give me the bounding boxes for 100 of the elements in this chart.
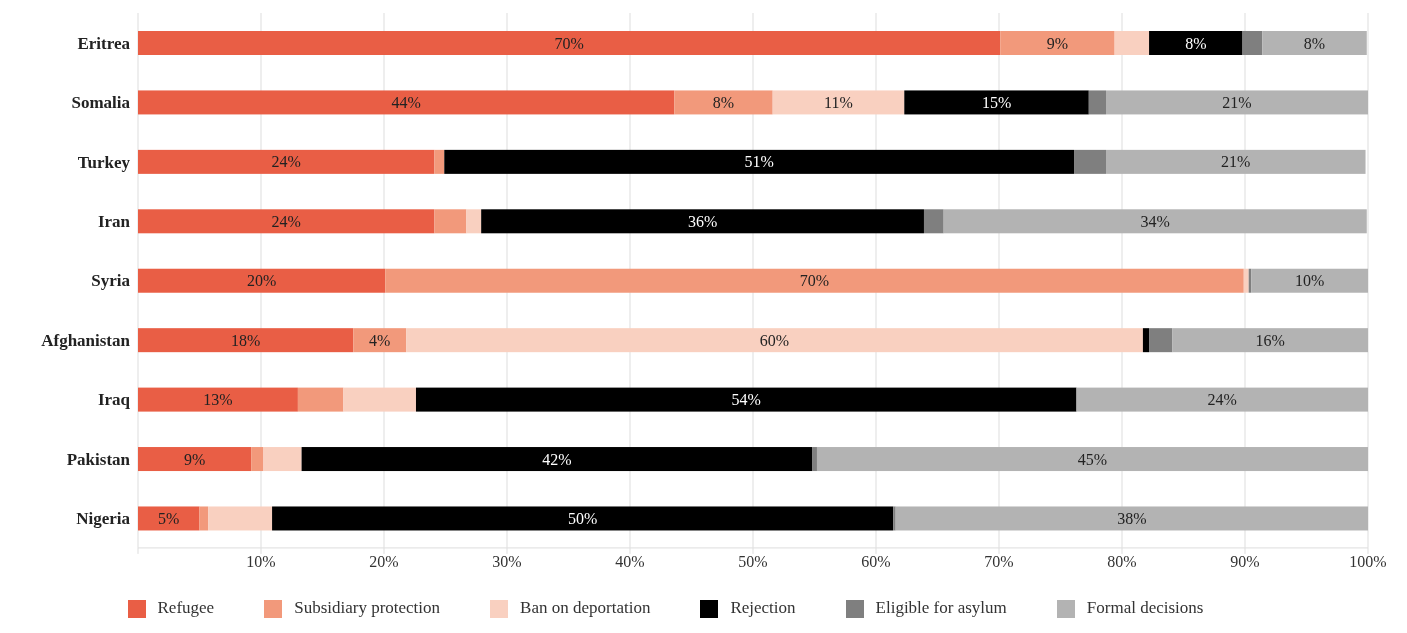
data-label: 21% <box>1221 153 1251 171</box>
bar <box>263 447 302 472</box>
bar <box>272 506 894 531</box>
x-tick-label: 30% <box>492 553 522 571</box>
bar <box>816 447 1368 472</box>
bar <box>1106 149 1366 174</box>
bar <box>1242 31 1263 55</box>
bar <box>444 149 1075 174</box>
data-label: 9% <box>1046 34 1069 52</box>
y-tick-label: Nigeria <box>76 509 131 529</box>
x-tick-label: 100% <box>1349 553 1387 571</box>
data-label: 15% <box>981 94 1012 112</box>
bar <box>434 149 445 174</box>
bar <box>199 506 209 531</box>
x-tick-label: 50% <box>738 553 768 571</box>
data-label: 9% <box>183 450 206 468</box>
bar <box>297 387 344 412</box>
data-label: 44% <box>391 94 421 112</box>
bar <box>385 268 1244 293</box>
y-tick-label: Iraq <box>97 390 131 410</box>
bar <box>406 328 1143 353</box>
y-tick-label: Turkey <box>77 152 131 172</box>
bar <box>904 90 1089 115</box>
bar <box>895 506 1368 531</box>
data-label: 18% <box>230 331 261 349</box>
data-label: 50% <box>567 510 598 528</box>
bar <box>138 209 435 234</box>
bar <box>1243 268 1249 293</box>
data-label: 4% <box>369 331 391 349</box>
data-label: 8% <box>1303 34 1326 52</box>
data-label: 24% <box>271 212 301 230</box>
y-tick-label: Eritrea <box>77 33 131 53</box>
bar <box>466 209 482 234</box>
bar <box>1251 268 1368 293</box>
bar <box>481 209 924 234</box>
bar <box>812 447 817 472</box>
data-label: 8% <box>712 94 735 112</box>
legend-label: Formal decisions <box>1086 597 1204 617</box>
bar <box>772 90 905 115</box>
y-tick-label: Somalia <box>71 93 131 113</box>
bar <box>1262 31 1367 55</box>
x-tick-label: 90% <box>1230 553 1260 571</box>
bar <box>1076 387 1368 412</box>
data-label: 10% <box>1294 272 1325 290</box>
y-tick-label: Afghanistan <box>41 330 131 350</box>
x-tick-label: 60% <box>861 553 891 571</box>
bar <box>434 209 467 234</box>
legend-label: Rejection <box>730 597 796 617</box>
x-tick-label: 20% <box>369 553 399 571</box>
bar <box>138 90 675 115</box>
bar <box>208 506 273 531</box>
data-label: 24% <box>1207 391 1237 409</box>
data-label: 38% <box>1117 510 1147 528</box>
data-label: 70% <box>799 272 830 290</box>
data-label: 13% <box>203 391 233 409</box>
bar <box>1114 31 1150 55</box>
bar <box>674 90 773 115</box>
x-tick-label: 40% <box>615 553 645 571</box>
bar <box>1142 328 1150 353</box>
data-label: 21% <box>1222 94 1252 112</box>
data-label: 36% <box>687 212 718 230</box>
bar <box>138 506 200 531</box>
bar <box>1074 149 1107 174</box>
bar <box>1106 90 1368 115</box>
data-label: 24% <box>271 153 301 171</box>
bar <box>893 506 896 531</box>
data-label: 51% <box>744 153 774 171</box>
y-tick-label: Syria <box>91 271 131 291</box>
bar <box>301 447 813 472</box>
bar <box>923 209 944 234</box>
data-label: 54% <box>731 391 761 409</box>
bar <box>251 447 264 472</box>
x-tick-label: 10% <box>246 553 276 571</box>
data-label: 8% <box>1185 34 1207 52</box>
bar <box>1172 328 1368 353</box>
bar <box>415 387 1077 412</box>
data-label: 45% <box>1077 450 1108 468</box>
bar <box>943 209 1367 234</box>
bar <box>138 328 354 353</box>
y-tick-label: Pakistan <box>66 449 131 469</box>
y-tick-label: Iran <box>97 212 131 232</box>
bar <box>138 447 252 472</box>
data-label: 34% <box>1140 212 1170 230</box>
data-label: 5% <box>158 510 180 528</box>
legend-label: Refugee <box>157 597 215 617</box>
data-label: 16% <box>1255 331 1285 349</box>
bar <box>138 387 298 412</box>
x-tick-label: 80% <box>1107 553 1137 571</box>
data-label: 11% <box>824 94 853 112</box>
data-label: 70% <box>554 34 584 52</box>
bar <box>1000 31 1115 55</box>
bar <box>138 31 1001 55</box>
legend-label: Subsidiary protection <box>294 597 441 617</box>
legend-label: Eligible for asylum <box>875 597 1007 617</box>
bar <box>343 387 416 412</box>
bar <box>1149 31 1243 55</box>
legend-label: Ban on deportation <box>520 597 651 617</box>
data-label: 20% <box>246 272 277 290</box>
bar <box>138 268 386 293</box>
data-label: 60% <box>759 331 790 349</box>
